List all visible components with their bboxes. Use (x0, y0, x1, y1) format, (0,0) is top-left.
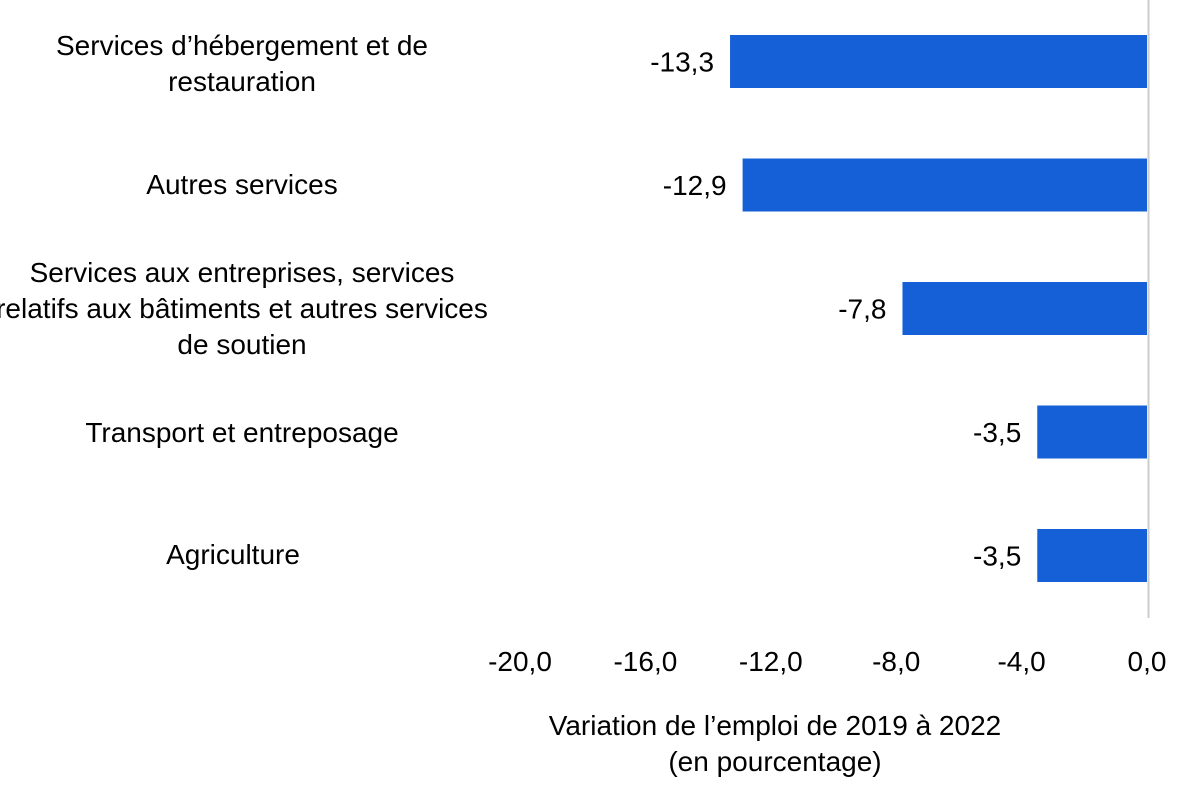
bar (742, 158, 1147, 212)
x-tick-label: -4,0 (997, 646, 1045, 677)
category-label: Agriculture (166, 539, 300, 570)
category-label: Autres services (146, 169, 338, 200)
bar (1037, 529, 1147, 582)
data-label: -3,5 (973, 541, 1021, 572)
data-label: -7,8 (838, 294, 886, 325)
category-label: Services aux entreprises, services relat… (0, 257, 488, 360)
bar (730, 35, 1147, 88)
x-tick-label: -20,0 (488, 646, 552, 677)
x-axis-title-line: (en pourcentage) (668, 746, 882, 777)
x-tick-label: -16,0 (613, 646, 677, 677)
data-label: -3,5 (973, 417, 1021, 448)
data-label: -13,3 (650, 47, 714, 78)
category-label: Transport et entreposage (85, 417, 399, 448)
x-tick-label: 0,0 (1128, 646, 1167, 677)
bar (1037, 405, 1147, 459)
data-label: -12,9 (663, 170, 727, 201)
x-tick-label: -12,0 (739, 646, 803, 677)
x-tick-label: -8,0 (872, 646, 920, 677)
category-label: Services d’hébergement et de restauratio… (56, 30, 428, 97)
bar (902, 282, 1147, 335)
x-axis-title: Variation de l’emploi de 2019 à 2022 (en… (465, 708, 1085, 780)
x-axis-title-line: Variation de l’emploi de 2019 à 2022 (548, 710, 1002, 741)
